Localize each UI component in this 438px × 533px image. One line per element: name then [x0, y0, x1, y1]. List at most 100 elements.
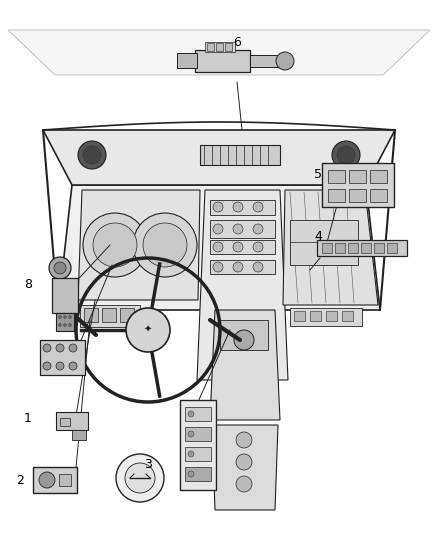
- Circle shape: [276, 52, 294, 70]
- Bar: [290, 308, 362, 326]
- Bar: [210, 220, 275, 238]
- Bar: [185, 427, 211, 441]
- Bar: [200, 145, 280, 165]
- Bar: [370, 189, 387, 202]
- Bar: [210, 200, 275, 215]
- Circle shape: [126, 308, 170, 352]
- Circle shape: [213, 224, 223, 234]
- Bar: [310, 311, 321, 321]
- Circle shape: [233, 202, 243, 212]
- Circle shape: [253, 202, 263, 212]
- Bar: [185, 467, 211, 481]
- Bar: [59, 474, 71, 486]
- Circle shape: [233, 262, 243, 272]
- Text: 8: 8: [24, 279, 32, 292]
- Circle shape: [332, 141, 360, 169]
- Bar: [33, 467, 77, 493]
- Bar: [185, 447, 211, 461]
- Bar: [387, 243, 397, 253]
- Bar: [322, 163, 394, 207]
- Circle shape: [213, 202, 223, 212]
- Bar: [290, 220, 358, 265]
- Polygon shape: [8, 30, 430, 75]
- Bar: [205, 42, 235, 52]
- Circle shape: [188, 471, 194, 477]
- Bar: [335, 243, 345, 253]
- Circle shape: [233, 224, 243, 234]
- Circle shape: [125, 463, 155, 493]
- Bar: [250, 55, 280, 67]
- Circle shape: [49, 257, 71, 279]
- Circle shape: [39, 472, 55, 488]
- Polygon shape: [43, 130, 395, 185]
- Bar: [294, 311, 305, 321]
- Circle shape: [188, 451, 194, 457]
- Circle shape: [116, 454, 164, 502]
- Polygon shape: [212, 425, 278, 510]
- Bar: [370, 170, 387, 183]
- Bar: [216, 43, 223, 51]
- Circle shape: [64, 324, 67, 327]
- Bar: [180, 400, 216, 490]
- Circle shape: [83, 213, 147, 277]
- Circle shape: [337, 146, 355, 164]
- Bar: [326, 311, 337, 321]
- Bar: [349, 170, 366, 183]
- Circle shape: [213, 242, 223, 252]
- Circle shape: [234, 330, 254, 350]
- Bar: [322, 243, 332, 253]
- Circle shape: [253, 224, 263, 234]
- Circle shape: [188, 411, 194, 417]
- Circle shape: [59, 316, 61, 319]
- Bar: [80, 305, 140, 327]
- Circle shape: [56, 362, 64, 370]
- Circle shape: [233, 242, 243, 252]
- Text: 5: 5: [314, 168, 322, 182]
- Bar: [348, 243, 358, 253]
- Circle shape: [54, 262, 66, 274]
- Circle shape: [43, 362, 51, 370]
- Bar: [60, 418, 70, 426]
- Polygon shape: [210, 310, 280, 420]
- Text: 1: 1: [24, 411, 32, 424]
- Bar: [56, 412, 88, 430]
- Circle shape: [64, 316, 67, 319]
- Polygon shape: [283, 190, 378, 305]
- Polygon shape: [78, 190, 200, 300]
- Bar: [225, 43, 232, 51]
- Bar: [361, 243, 371, 253]
- Bar: [195, 50, 250, 72]
- Circle shape: [68, 324, 71, 327]
- Bar: [120, 308, 134, 322]
- Bar: [349, 189, 366, 202]
- Bar: [56, 313, 74, 331]
- Circle shape: [143, 223, 187, 267]
- Bar: [220, 320, 268, 350]
- Bar: [102, 308, 116, 322]
- Circle shape: [43, 344, 51, 352]
- Bar: [328, 170, 345, 183]
- Bar: [185, 407, 211, 421]
- Polygon shape: [197, 190, 288, 380]
- Circle shape: [68, 316, 71, 319]
- Bar: [210, 240, 275, 254]
- Bar: [207, 43, 214, 51]
- Text: 4: 4: [314, 230, 322, 243]
- Circle shape: [56, 344, 64, 352]
- Circle shape: [133, 213, 197, 277]
- Text: 3: 3: [144, 458, 152, 472]
- Bar: [342, 311, 353, 321]
- Circle shape: [236, 432, 252, 448]
- Circle shape: [78, 141, 106, 169]
- Text: ✦: ✦: [144, 325, 152, 335]
- Circle shape: [236, 454, 252, 470]
- Bar: [84, 308, 98, 322]
- Circle shape: [69, 362, 77, 370]
- Text: 6: 6: [233, 36, 241, 49]
- Circle shape: [236, 476, 252, 492]
- Bar: [317, 240, 407, 256]
- Circle shape: [69, 344, 77, 352]
- Bar: [374, 243, 384, 253]
- Bar: [40, 340, 85, 375]
- Text: 2: 2: [16, 473, 24, 487]
